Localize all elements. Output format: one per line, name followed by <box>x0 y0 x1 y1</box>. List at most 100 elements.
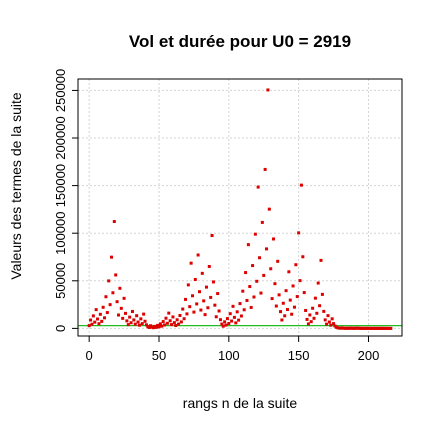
data-point <box>182 317 186 321</box>
data-point <box>244 271 248 275</box>
data-point <box>107 279 111 283</box>
data-point <box>177 322 181 326</box>
x-tick-label: 200 <box>358 348 380 363</box>
data-point <box>154 325 158 329</box>
data-point <box>179 320 183 324</box>
data-point <box>130 309 134 313</box>
data-point <box>258 256 262 260</box>
data-point <box>287 270 291 274</box>
data-point <box>255 279 259 283</box>
data-point <box>323 318 327 322</box>
data-point <box>315 311 319 315</box>
data-point <box>217 309 221 313</box>
y-tick-label: 150000 <box>53 164 68 207</box>
data-point <box>316 281 320 285</box>
data-point <box>199 308 203 312</box>
data-point <box>262 273 266 277</box>
data-point <box>225 317 229 321</box>
data-point <box>90 322 94 326</box>
data-point <box>309 320 313 324</box>
chart-title: Vol et durée pour U0 = 2919 <box>129 32 351 51</box>
data-point <box>249 305 253 309</box>
data-point <box>98 312 102 316</box>
data-point <box>158 322 162 326</box>
data-point <box>184 297 188 301</box>
data-point <box>312 316 316 320</box>
data-point <box>211 280 215 284</box>
data-point <box>326 314 330 318</box>
data-point <box>246 243 250 247</box>
data-point <box>94 308 98 312</box>
data-point <box>202 299 206 303</box>
data-point <box>301 255 305 259</box>
data-point <box>234 321 238 325</box>
y-tick-label: 100000 <box>53 212 68 255</box>
data-point <box>239 314 243 318</box>
data-point <box>216 292 220 296</box>
data-point <box>291 284 295 288</box>
data-point <box>125 319 129 323</box>
data-point <box>198 290 201 294</box>
data-point <box>313 296 317 300</box>
data-point <box>263 167 267 171</box>
data-point <box>319 258 323 262</box>
data-point <box>101 305 105 309</box>
data-point <box>170 323 174 327</box>
data-point <box>269 267 273 271</box>
data-point <box>188 305 192 309</box>
data-point <box>105 311 109 315</box>
data-point <box>223 320 227 324</box>
data-point <box>251 264 255 268</box>
data-point <box>142 312 146 316</box>
data-point <box>209 295 213 299</box>
data-point <box>298 279 302 283</box>
data-point <box>167 311 171 315</box>
data-point <box>281 301 285 305</box>
x-tick-label: 50 <box>152 348 166 363</box>
data-point <box>329 323 333 327</box>
data-point <box>297 231 301 235</box>
data-point <box>274 304 278 308</box>
data-point <box>238 302 242 306</box>
data-point <box>87 324 91 328</box>
data-point <box>284 289 288 293</box>
data-point <box>210 234 214 238</box>
data-point <box>221 324 225 328</box>
data-point <box>119 306 123 310</box>
data-point <box>117 313 120 317</box>
data-point <box>96 317 100 321</box>
data-point <box>93 320 97 324</box>
data-point <box>114 273 118 277</box>
data-point <box>129 321 133 325</box>
data-point <box>318 304 322 308</box>
data-point <box>172 321 176 325</box>
data-point <box>320 292 324 296</box>
data-point <box>196 253 200 257</box>
data-point <box>110 255 114 259</box>
data-point <box>160 324 164 328</box>
data-point <box>135 314 139 318</box>
data-point <box>227 321 231 325</box>
data-point <box>204 285 208 289</box>
data-point <box>195 302 199 306</box>
data-point <box>203 313 207 317</box>
data-point <box>245 298 249 302</box>
data-point <box>259 291 263 295</box>
data-point <box>136 320 140 324</box>
y-axis-label: Valeurs des termes de la suite <box>8 92 24 279</box>
data-point <box>206 306 210 310</box>
data-point <box>103 316 107 320</box>
data-point <box>299 183 303 187</box>
data-point <box>143 319 147 323</box>
data-point <box>220 322 224 326</box>
data-point <box>137 323 141 327</box>
y-axis: 0 50000 100000 150000 200000 250000 <box>53 69 79 332</box>
x-axis: 0 50 100 150 200 <box>86 335 380 363</box>
data-point <box>306 322 310 326</box>
data-point <box>230 319 234 323</box>
data-point <box>157 325 161 329</box>
data-point <box>302 291 306 295</box>
data-point <box>133 322 137 326</box>
data-point <box>214 315 218 319</box>
